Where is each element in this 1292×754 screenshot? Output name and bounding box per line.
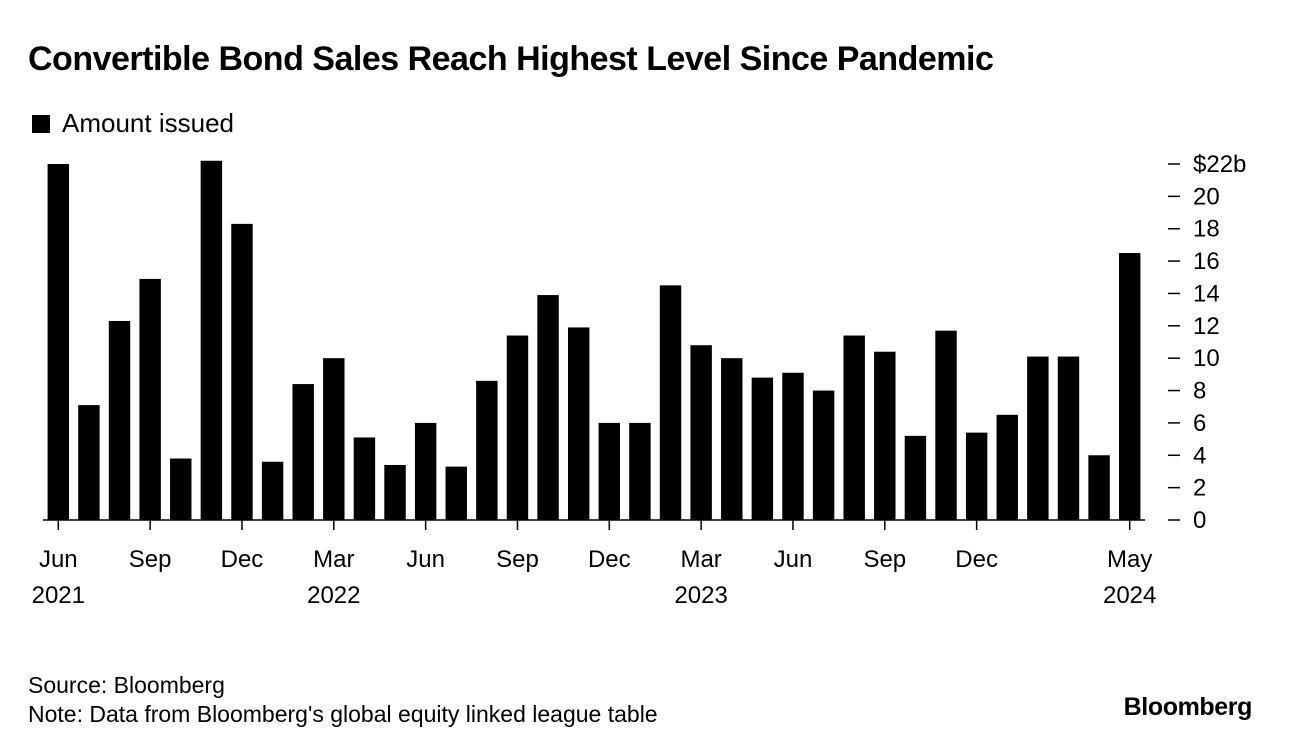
bar <box>1027 356 1049 520</box>
bar <box>261 461 284 520</box>
source-note: Source: Bloomberg <box>28 672 225 698</box>
bar <box>78 405 100 520</box>
x-tick-label-month: Dec <box>955 546 998 573</box>
bar <box>292 384 314 520</box>
bar <box>721 358 743 520</box>
bar <box>506 335 529 520</box>
bloomberg-logo: Bloomberg <box>1123 693 1253 721</box>
y-tick-label: 14 <box>1193 280 1220 307</box>
x-tick-label-month: Jun <box>774 546 813 573</box>
bar <box>323 358 345 520</box>
y-tick-label: 2 <box>1193 475 1206 502</box>
bar <box>200 160 223 520</box>
y-tick-label: 20 <box>1193 183 1220 210</box>
bar <box>904 435 927 520</box>
x-tick-label-month: Sep <box>496 546 539 573</box>
legend-label-amount-issued: Amount issued <box>62 108 234 138</box>
bar <box>384 464 406 520</box>
bar <box>476 380 498 520</box>
y-tick-label: $22b <box>1193 151 1246 178</box>
bar <box>598 422 621 520</box>
x-tick-label-month: Dec <box>588 546 631 573</box>
chart-footer: Source: Bloomberg Note: Data from Bloomb… <box>28 671 658 729</box>
bar <box>996 414 1018 520</box>
bar <box>537 295 559 520</box>
bar <box>47 164 70 520</box>
data-note: Note: Data from Bloomberg's global equit… <box>28 701 658 727</box>
legend-swatch-amount-issued <box>32 114 50 133</box>
bar <box>629 422 651 520</box>
bar <box>812 390 835 520</box>
bar <box>1118 253 1141 520</box>
bar <box>751 377 774 520</box>
bar <box>108 320 131 520</box>
y-tick-label: 6 <box>1193 410 1206 437</box>
bar <box>843 335 865 520</box>
chart-title: Convertible Bond Sales Reach Highest Lev… <box>28 40 994 78</box>
y-tick-label: 10 <box>1193 345 1220 372</box>
x-tick-label-month: Jun <box>406 546 445 573</box>
bar <box>1057 356 1080 520</box>
x-tick-label-month: Mar <box>680 546 721 573</box>
bar <box>965 432 988 520</box>
bar <box>935 330 957 520</box>
x-tick-label-month: May <box>1107 546 1152 573</box>
bar <box>353 437 376 520</box>
bar <box>874 351 896 520</box>
x-tick-label-month: Dec <box>221 546 264 573</box>
y-tick-label: 16 <box>1193 248 1220 275</box>
bar <box>231 223 253 520</box>
x-tick-label-year: 2021 <box>32 582 85 609</box>
chart-legend: Amount issued <box>32 108 234 139</box>
bar <box>139 278 161 520</box>
x-tick-label-year: 2023 <box>674 582 727 609</box>
bar <box>659 285 682 520</box>
bar <box>170 458 192 520</box>
x-tick-label-month: Sep <box>863 546 906 573</box>
x-tick-label-month: Sep <box>129 546 172 573</box>
bar <box>445 466 467 520</box>
bar <box>690 345 712 520</box>
bar <box>567 327 590 520</box>
y-tick-label: 4 <box>1193 442 1206 469</box>
bar <box>414 422 437 520</box>
y-tick-label: 8 <box>1193 378 1206 405</box>
y-tick-label: 12 <box>1193 313 1220 340</box>
bar <box>782 372 804 520</box>
bar <box>1088 455 1110 520</box>
x-tick-label-month: Jun <box>39 546 78 573</box>
x-tick-label-year: 2022 <box>307 582 360 609</box>
y-tick-label: 0 <box>1193 507 1206 534</box>
x-tick-label-year: 2024 <box>1103 582 1156 609</box>
x-tick-label-month: Mar <box>313 546 354 573</box>
y-tick-label: 18 <box>1193 216 1220 243</box>
